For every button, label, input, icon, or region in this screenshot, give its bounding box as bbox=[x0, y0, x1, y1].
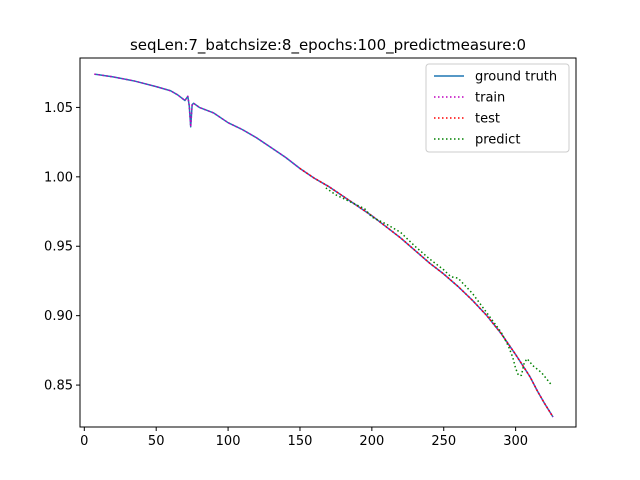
legend-box bbox=[425, 63, 570, 153]
legend-label-predict: predict bbox=[475, 133, 520, 148]
series-layer bbox=[94, 73, 554, 418]
axes-frame bbox=[79, 57, 577, 428]
y-tick-label: 0.90 bbox=[44, 309, 73, 324]
series-line-predict bbox=[325, 187, 553, 386]
legend: ground truth train test predict bbox=[425, 63, 570, 153]
x-axis: 0 50 100 150 200 250 300 bbox=[80, 427, 528, 449]
y-tick-label: 0.95 bbox=[44, 240, 73, 255]
y-axis: 0.85 0.90 0.95 1.00 1.05 bbox=[44, 101, 80, 394]
x-tick-label: 250 bbox=[431, 434, 456, 449]
x-tick-label: 0 bbox=[80, 434, 88, 449]
y-tick-label: 1.00 bbox=[44, 170, 73, 185]
x-tick-label: 300 bbox=[503, 434, 528, 449]
chart-title: seqLen:7_batchsize:8_epochs:100_predictm… bbox=[130, 36, 526, 55]
y-tick-label: 1.05 bbox=[44, 101, 73, 116]
y-tick-label: 0.85 bbox=[44, 379, 73, 394]
legend-label-train: train bbox=[475, 91, 505, 106]
x-tick-label: 50 bbox=[148, 434, 165, 449]
x-tick-label: 100 bbox=[216, 434, 241, 449]
legend-label-ground-truth: ground truth bbox=[475, 70, 557, 85]
x-tick-label: 150 bbox=[288, 434, 313, 449]
legend-label-test: test bbox=[475, 112, 500, 127]
x-tick-label: 200 bbox=[359, 434, 384, 449]
series-line-test bbox=[299, 167, 554, 418]
